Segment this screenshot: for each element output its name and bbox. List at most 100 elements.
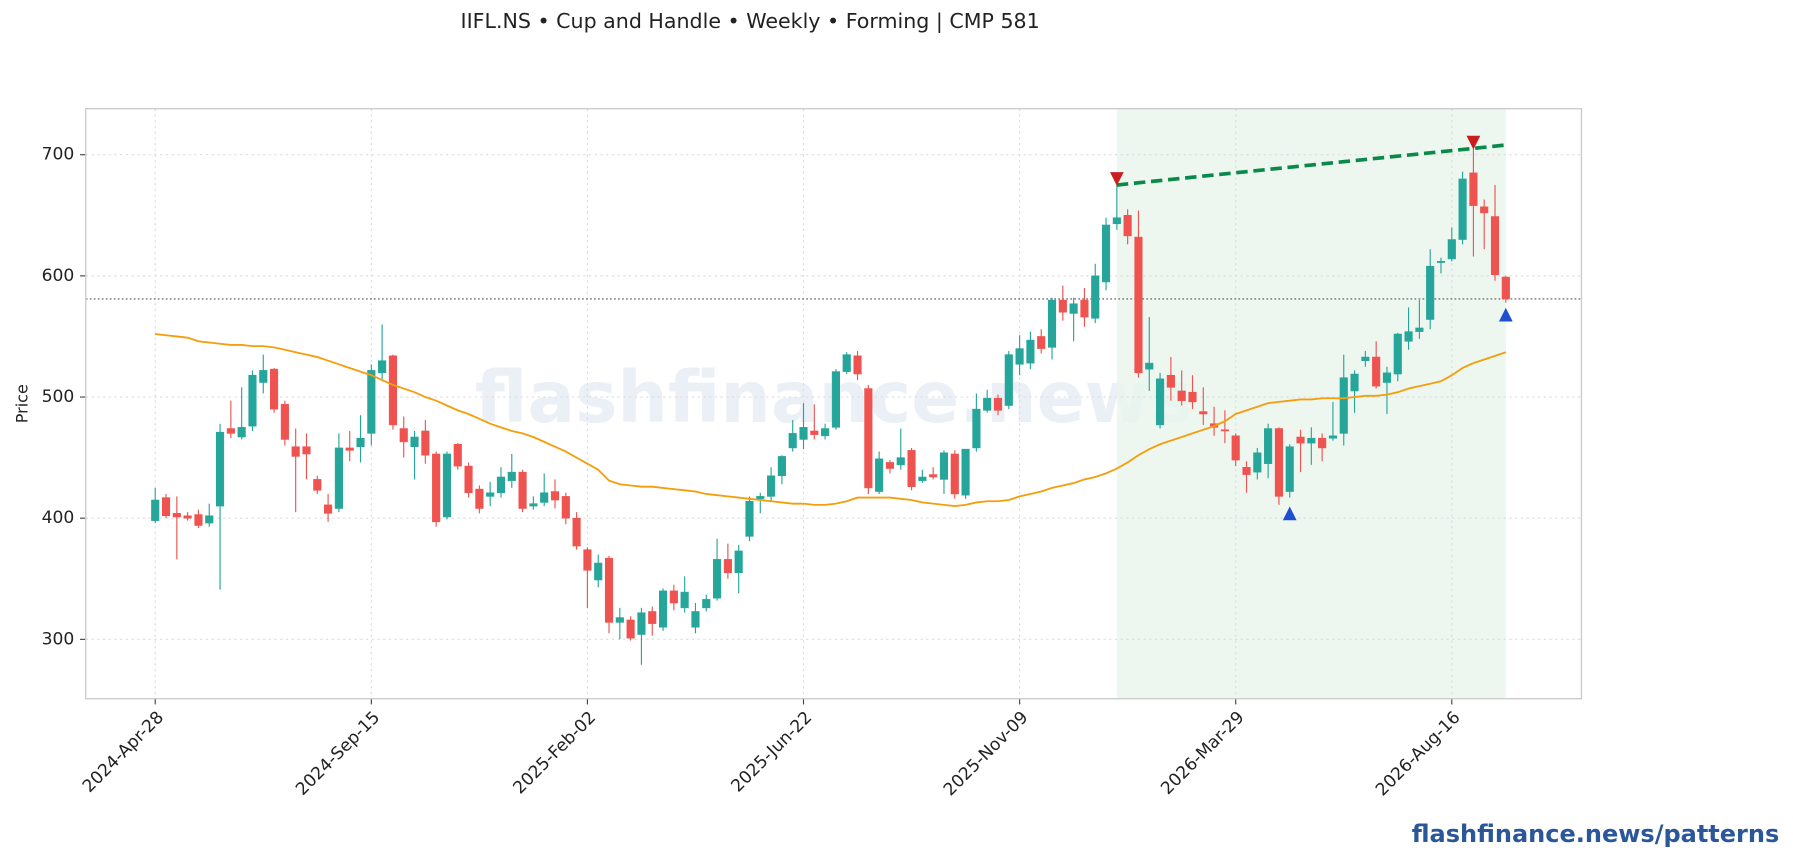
candle-body: [183, 515, 192, 519]
candle-body: [594, 562, 603, 581]
candle-body: [399, 428, 408, 443]
candle-body: [259, 370, 268, 383]
candle-body: [1328, 435, 1338, 439]
x-tick-label: 2025-Jun-22: [728, 708, 817, 797]
candle-body: [1447, 239, 1456, 260]
candle-body: [496, 476, 506, 494]
candle-body: [788, 433, 797, 449]
candle-body: [345, 447, 354, 451]
candle-body: [1069, 303, 1078, 314]
candle-body: [302, 446, 311, 455]
candle-body: [1350, 373, 1359, 392]
candle-body: [367, 370, 376, 434]
candle-body: [1177, 390, 1186, 401]
candle-body: [918, 476, 927, 481]
candle-body: [572, 517, 581, 547]
candle-body: [529, 503, 538, 507]
x-tick-label: 2025-Feb-02: [510, 708, 601, 799]
candle-body: [1404, 331, 1413, 342]
candle-body: [1004, 354, 1013, 406]
candle-body: [1393, 333, 1402, 375]
candle-body: [1296, 436, 1305, 444]
trough-marker: [1282, 506, 1297, 521]
candle-body: [464, 465, 473, 494]
x-tick-label: 2024-Sep-15: [292, 708, 384, 800]
candle-body: [983, 397, 992, 411]
candle-body: [972, 408, 981, 449]
candle-body: [507, 471, 516, 481]
candle-body: [453, 444, 462, 467]
x-tick-label: 2025-Nov-09: [940, 708, 1032, 800]
candle-body: [929, 474, 938, 478]
candle-body: [1015, 348, 1024, 365]
candle-body: [1145, 362, 1154, 370]
candle-body: [1426, 265, 1435, 320]
candle-body: [313, 479, 322, 491]
candle-body: [1458, 178, 1467, 240]
candle-body: [1037, 336, 1046, 349]
candle-body: [615, 617, 624, 623]
candle-body: [1307, 437, 1316, 444]
candle-body: [745, 500, 754, 537]
y-tick-label: 500: [42, 387, 75, 407]
footer: flashfinance.news/patterns: [1412, 820, 1780, 848]
candle-body: [583, 549, 592, 571]
candle-body: [1361, 356, 1370, 361]
candle-body: [1080, 299, 1089, 318]
candle-body: [475, 488, 484, 509]
candle-body: [1285, 446, 1294, 492]
candle-body: [151, 499, 160, 521]
candle-body: [1274, 428, 1283, 497]
y-tick-label: 300: [42, 629, 75, 649]
candle-body: [291, 446, 300, 457]
candle-body: [1047, 299, 1057, 348]
candle-body: [161, 497, 171, 517]
candle-body: [734, 550, 743, 574]
candle-body: [626, 619, 635, 639]
candle-body: [1112, 217, 1121, 225]
candle-body: [237, 427, 246, 438]
pattern-zone: [1116, 108, 1506, 699]
candle-body: [691, 611, 700, 628]
candle-body: [540, 492, 549, 503]
candle-body: [1220, 429, 1229, 432]
y-tick-label: 600: [42, 266, 75, 286]
candle-body: [1166, 374, 1175, 388]
candle-body: [486, 492, 495, 497]
candle-body: [637, 612, 646, 635]
y-tick-label: 700: [42, 145, 75, 165]
candle-body: [1490, 216, 1500, 275]
candle-body: [1231, 435, 1240, 461]
candle-body: [799, 427, 808, 440]
candle-body: [432, 453, 441, 523]
candle-body: [875, 458, 884, 492]
peak-marker: [1109, 172, 1124, 186]
candle-body: [1264, 428, 1273, 464]
candle-body: [561, 496, 570, 519]
candle-body: [172, 513, 181, 518]
candle-body: [669, 590, 678, 604]
candle-body: [777, 456, 786, 477]
candle-body: [1372, 356, 1381, 387]
candle-body: [950, 453, 959, 495]
candle-body: [1134, 236, 1143, 374]
candle-body: [767, 475, 776, 497]
candle-body: [864, 388, 873, 489]
candle-body: [993, 397, 1003, 411]
candle-body: [723, 559, 732, 574]
candle-body: [604, 557, 614, 623]
x-tick-label: 2026-Mar-29: [1157, 708, 1248, 799]
candle-body: [421, 430, 430, 456]
x-tick-label: 2026-Aug-16: [1372, 708, 1465, 801]
x-tick-label: 2024-Apr-28: [79, 708, 168, 797]
trough-marker: [1498, 307, 1513, 322]
candle-body: [939, 452, 949, 480]
candle-body: [896, 457, 905, 466]
candle-body: [1436, 261, 1446, 263]
candle-body: [1469, 172, 1478, 206]
candle-body: [885, 462, 895, 469]
candle-body: [518, 471, 527, 509]
candle-body: [680, 591, 689, 609]
